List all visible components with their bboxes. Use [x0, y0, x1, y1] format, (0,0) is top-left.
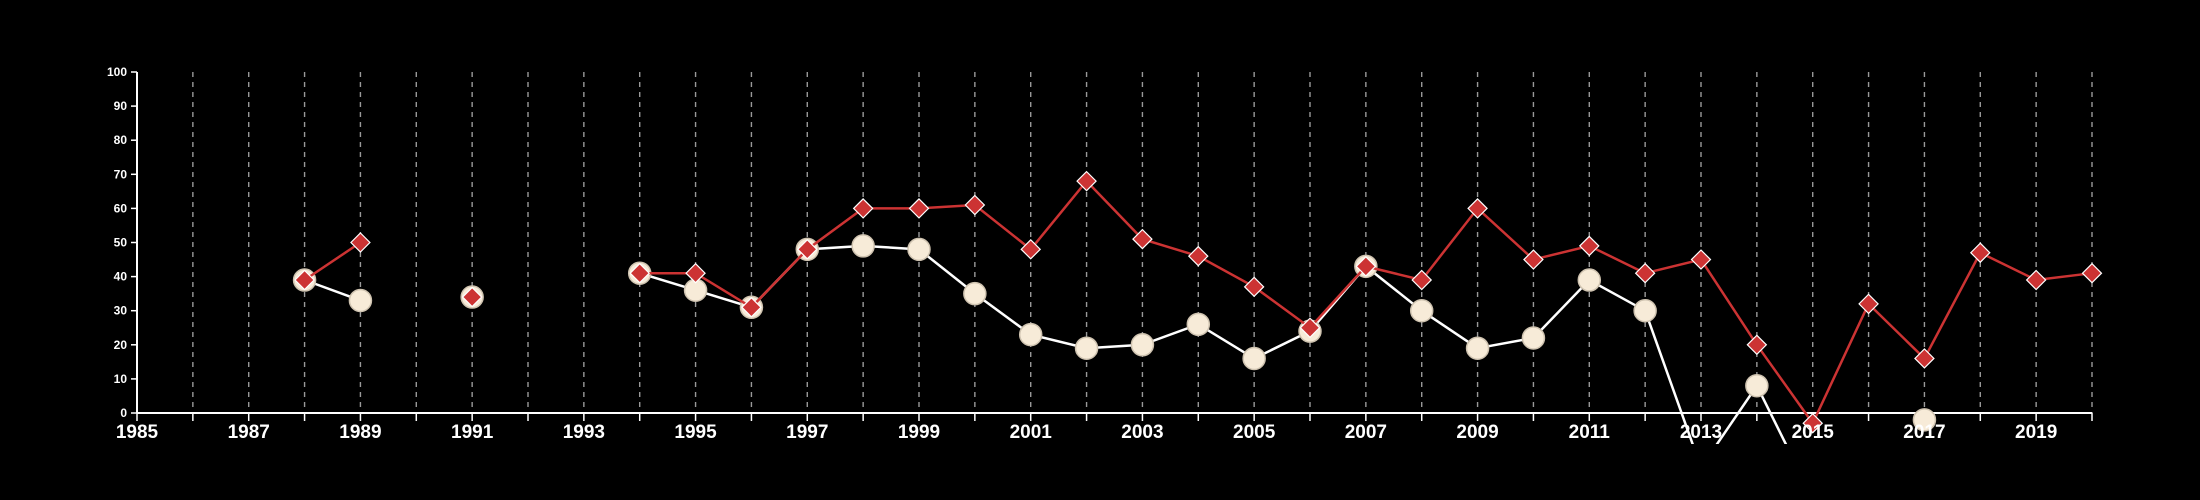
x-tick-label: 2015: [1792, 422, 1835, 443]
series-1-point: [1187, 245, 1209, 267]
series-1-point: [461, 286, 483, 308]
x-tick-label: 2005: [1233, 422, 1276, 443]
x-tick-label: 1999: [898, 422, 940, 443]
series-2-point: [348, 288, 373, 313]
x-tick-label: 2011: [1569, 422, 1611, 443]
series-1-point: [1802, 412, 1824, 434]
x-tick-label: 2003: [1121, 422, 1163, 443]
series-1-point: [1914, 348, 1935, 369]
series-1-point: [1690, 249, 1712, 270]
series-1-point: [964, 194, 986, 216]
y-tick-label: 70: [114, 167, 128, 181]
series-1-point: [1969, 242, 1991, 264]
series-2-point: [1577, 268, 1602, 292]
series-1-point: [294, 269, 315, 291]
y-tick-label: 0: [120, 406, 127, 420]
y-tick-label: 50: [114, 236, 128, 250]
series-2-point: [1745, 373, 1769, 398]
series-1-point: [1467, 198, 1488, 219]
series-2-point: [963, 281, 987, 306]
series-2-point: [1074, 336, 1099, 360]
series-2-point: [1409, 298, 1434, 323]
series-1-point: [1355, 256, 1377, 277]
series-1-point: [741, 296, 762, 318]
tick-labels: 0 10 20 30 40 50 60 70 80 90 100 1985 1987 1989 1991 19…: [107, 65, 2057, 443]
x-tick-label: 1991: [451, 422, 494, 443]
series-2-point: [1018, 322, 1043, 347]
series-2-point: [1242, 346, 1266, 371]
y-tick-label: 60: [114, 201, 128, 215]
series-1-point: [852, 198, 874, 219]
series-1-point: [1634, 262, 1656, 284]
x-tick-label: 2009: [1456, 422, 1498, 443]
series-1-point: [1243, 276, 1265, 298]
series-1-point: [796, 238, 818, 260]
series-1-line: [303, 241, 362, 282]
series-2-point: [1130, 333, 1155, 357]
x-tick-label: 1985: [116, 422, 159, 443]
y-tick-label: 40: [114, 270, 128, 284]
y-tick-label: 10: [114, 372, 128, 386]
y-tick-label: 100: [107, 65, 127, 79]
series: [292, 170, 2103, 500]
y-tick-label: 20: [114, 338, 128, 352]
x-tick-label: 2019: [2015, 422, 2057, 443]
series-2-point: [907, 237, 931, 262]
series-1-point: [1132, 228, 1153, 250]
x-tick-label: 2013: [1680, 422, 1722, 443]
series-2-point: [1465, 336, 1490, 360]
series-1-point: [685, 262, 706, 284]
x-tick-label: 1987: [228, 422, 270, 443]
x-tick-label: 1993: [563, 422, 605, 443]
series-1-point: [1746, 334, 1768, 356]
series-1-point: [1578, 235, 1600, 257]
x-tick-label: 2001: [1010, 422, 1053, 443]
y-tick-label: 90: [114, 99, 128, 113]
series-1-point: [1076, 170, 1097, 192]
series-1-point: [1020, 238, 1042, 260]
series-1-point: [1299, 317, 1321, 339]
x-tick-label: 2017: [1903, 422, 1945, 443]
x-tick-label: 2007: [1345, 422, 1387, 443]
series-2-point: [1690, 457, 1712, 479]
series-1-point: [1411, 269, 1433, 291]
y-tick-label: 30: [114, 304, 128, 318]
x-tick-label: 1995: [674, 422, 717, 443]
series-1-point: [2081, 262, 2103, 284]
series-1-point: [2025, 269, 2047, 291]
series-2-point: [1912, 408, 1937, 432]
series-2-point: [1633, 298, 1657, 323]
axes: [131, 71, 2093, 421]
series-2-point: [851, 234, 875, 258]
x-tick-label: 1997: [786, 422, 828, 443]
y-tick-label: 80: [114, 133, 128, 147]
series-2-point: [1521, 326, 1546, 350]
series-1-point: [908, 198, 930, 219]
x-tick-label: 1989: [339, 422, 381, 443]
series-1-point: [1858, 293, 1879, 315]
series-2-point: [1186, 312, 1211, 337]
series-1-point: [350, 232, 371, 253]
series-2-point: [1802, 487, 1824, 500]
series-1-point: [629, 262, 651, 284]
series-1-point: [1523, 249, 1544, 270]
series-2-line: [639, 244, 1788, 444]
